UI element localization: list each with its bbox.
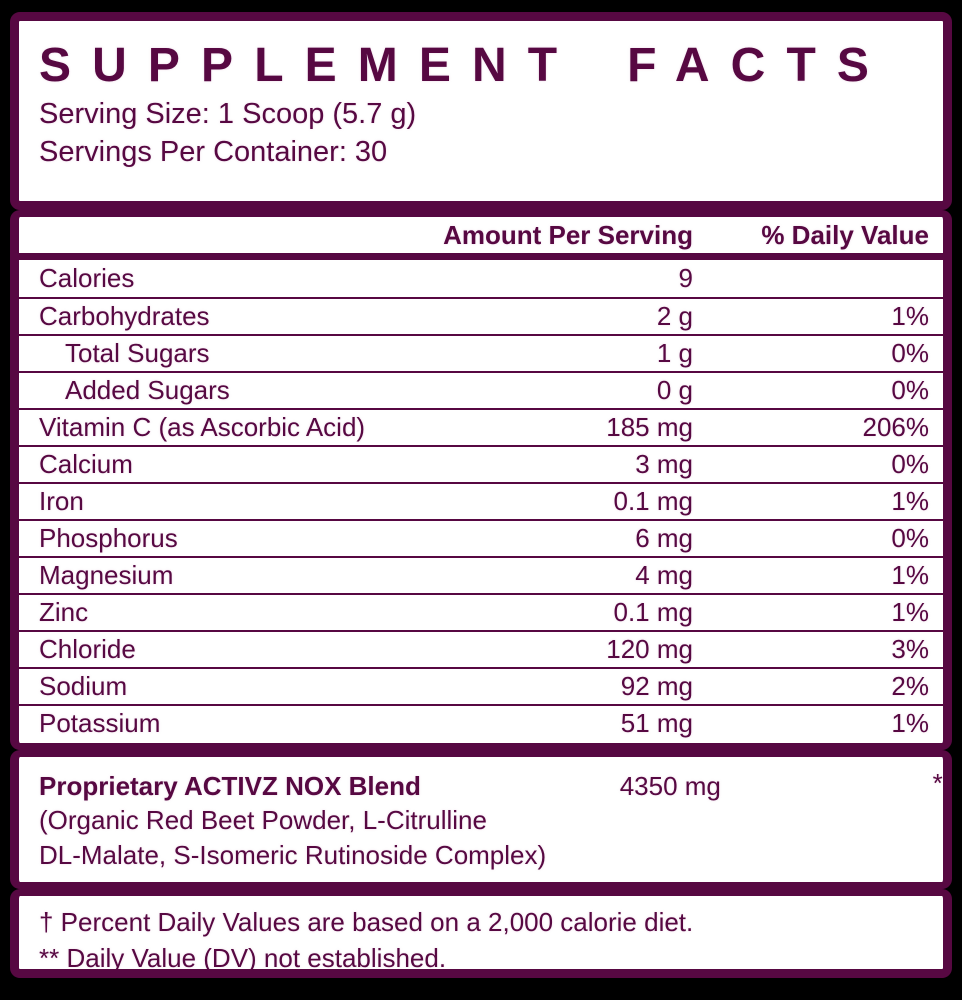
nutrient-dv: 206% (862, 412, 930, 442)
nutrient-dv: 0% (891, 375, 929, 405)
table-row: Phosphorus 6 mg 0% (19, 519, 943, 556)
nutrient-amount: 92 mg (620, 671, 693, 701)
nutrient-dv: 0% (891, 523, 929, 553)
nutrient-amount: 4 mg (635, 560, 693, 590)
table-row: Total Sugars 1 g 0% (19, 334, 943, 371)
nutrient-amount: 120 mg (606, 634, 693, 664)
nutrient-name: Potassium (39, 708, 161, 738)
footnote-daily-values: † Percent Daily Values are based on a 2,… (39, 907, 694, 937)
nutrient-dv: 1% (891, 560, 929, 590)
nutrient-dv: 0% (891, 338, 929, 368)
nutrient-name: Calories (39, 263, 135, 293)
nutrient-amount: 51 mg (620, 708, 693, 738)
nutrient-name: Added Sugars (65, 375, 230, 405)
table-row: Magnesium 4 mg 1% (19, 556, 943, 593)
blend-dv-asterisks: ** (932, 768, 945, 798)
blend-description-line-2: DL-Malate, S-Isomeric Rutinoside Complex… (39, 840, 547, 870)
blend-section: Proprietary ACTIVZ NOX Blend 4350 mg ** … (10, 750, 952, 889)
header-section: SUPPLEMENT FACTS Serving Size: 1 Scoop (… (10, 12, 952, 210)
table-row: Added Sugars 0 g 0% (19, 371, 943, 408)
facts-table-section: Amount Per Serving % Daily Value Calorie… (10, 210, 952, 750)
supplement-facts-label: SUPPLEMENT FACTS Serving Size: 1 Scoop (… (10, 12, 952, 978)
blend-amount: 4350 mg (619, 771, 721, 801)
nutrient-amount: 185 mg (606, 412, 693, 442)
nutrient-dv: 1% (891, 708, 929, 738)
nutrient-amount: 6 mg (635, 523, 693, 553)
footnote-dv-not-established: ** Daily Value (DV) not established. (39, 943, 447, 973)
nutrient-amount: 0.1 mg (613, 486, 694, 516)
table-row: Vitamin C (as Ascorbic Acid) 185 mg 206% (19, 408, 943, 445)
nutrient-name: Calcium (39, 449, 133, 479)
nutrient-amount: 2 g (656, 301, 693, 331)
nutrient-name: Sodium (39, 671, 128, 701)
table-row: Chloride 120 mg 3% (19, 630, 943, 667)
nutrient-name: Vitamin C (as Ascorbic Acid) (39, 412, 366, 442)
nutrient-amount: 1 g (656, 338, 693, 368)
nutrient-dv: 0% (891, 449, 929, 479)
nutrient-amount: 3 mg (635, 449, 693, 479)
amount-per-serving-header: Amount Per Serving (443, 219, 693, 250)
header-divider-bar (19, 253, 943, 260)
table-row: Potassium 51 mg 1% (19, 704, 943, 741)
table-row: Zinc 0.1 mg 1% (19, 593, 943, 630)
nutrient-dv: 1% (891, 301, 929, 331)
nutrient-dv: 2% (891, 671, 929, 701)
nutrient-dv: 1% (891, 597, 929, 627)
facts-title: SUPPLEMENT FACTS (39, 39, 891, 92)
table-row: Calories 9 (19, 260, 943, 297)
nutrient-name: Magnesium (39, 560, 174, 590)
blend-row: Proprietary ACTIVZ NOX Blend 4350 mg ** (19, 769, 943, 803)
table-row: Carbohydrates 2 g 1% (19, 297, 943, 334)
nutrient-amount: 0 g (656, 375, 693, 405)
nutrient-amount: 9 (678, 263, 693, 293)
nutrient-dv: 1% (891, 486, 929, 516)
table-row: Iron 0.1 mg 1% (19, 482, 943, 519)
footnotes-section: † Percent Daily Values are based on a 2,… (10, 889, 952, 978)
nutrient-name: Phosphorus (39, 523, 178, 553)
serving-size-line: Serving Size: 1 Scoop (5.7 g) (39, 98, 417, 130)
nutrient-name: Chloride (39, 634, 136, 664)
nutrient-dv: 3% (891, 634, 929, 664)
nutrient-amount: 0.1 mg (613, 597, 694, 627)
percent-daily-value-header: % Daily Value (761, 219, 929, 250)
blend-name: Proprietary ACTIVZ NOX Blend (39, 771, 421, 801)
nutrient-name: Total Sugars (65, 338, 210, 368)
nutrient-name: Zinc (39, 597, 89, 627)
table-row: Sodium 92 mg 2% (19, 667, 943, 704)
blend-description-line-1: (Organic Red Beet Powder, L-Citrulline (39, 805, 487, 835)
nutrient-name: Iron (39, 486, 84, 516)
servings-per-container-line: Servings Per Container: 30 (39, 136, 388, 168)
nutrient-name: Carbohydrates (39, 301, 210, 331)
table-header-row: Amount Per Serving % Daily Value (19, 217, 943, 253)
table-row: Calcium 3 mg 0% (19, 445, 943, 482)
